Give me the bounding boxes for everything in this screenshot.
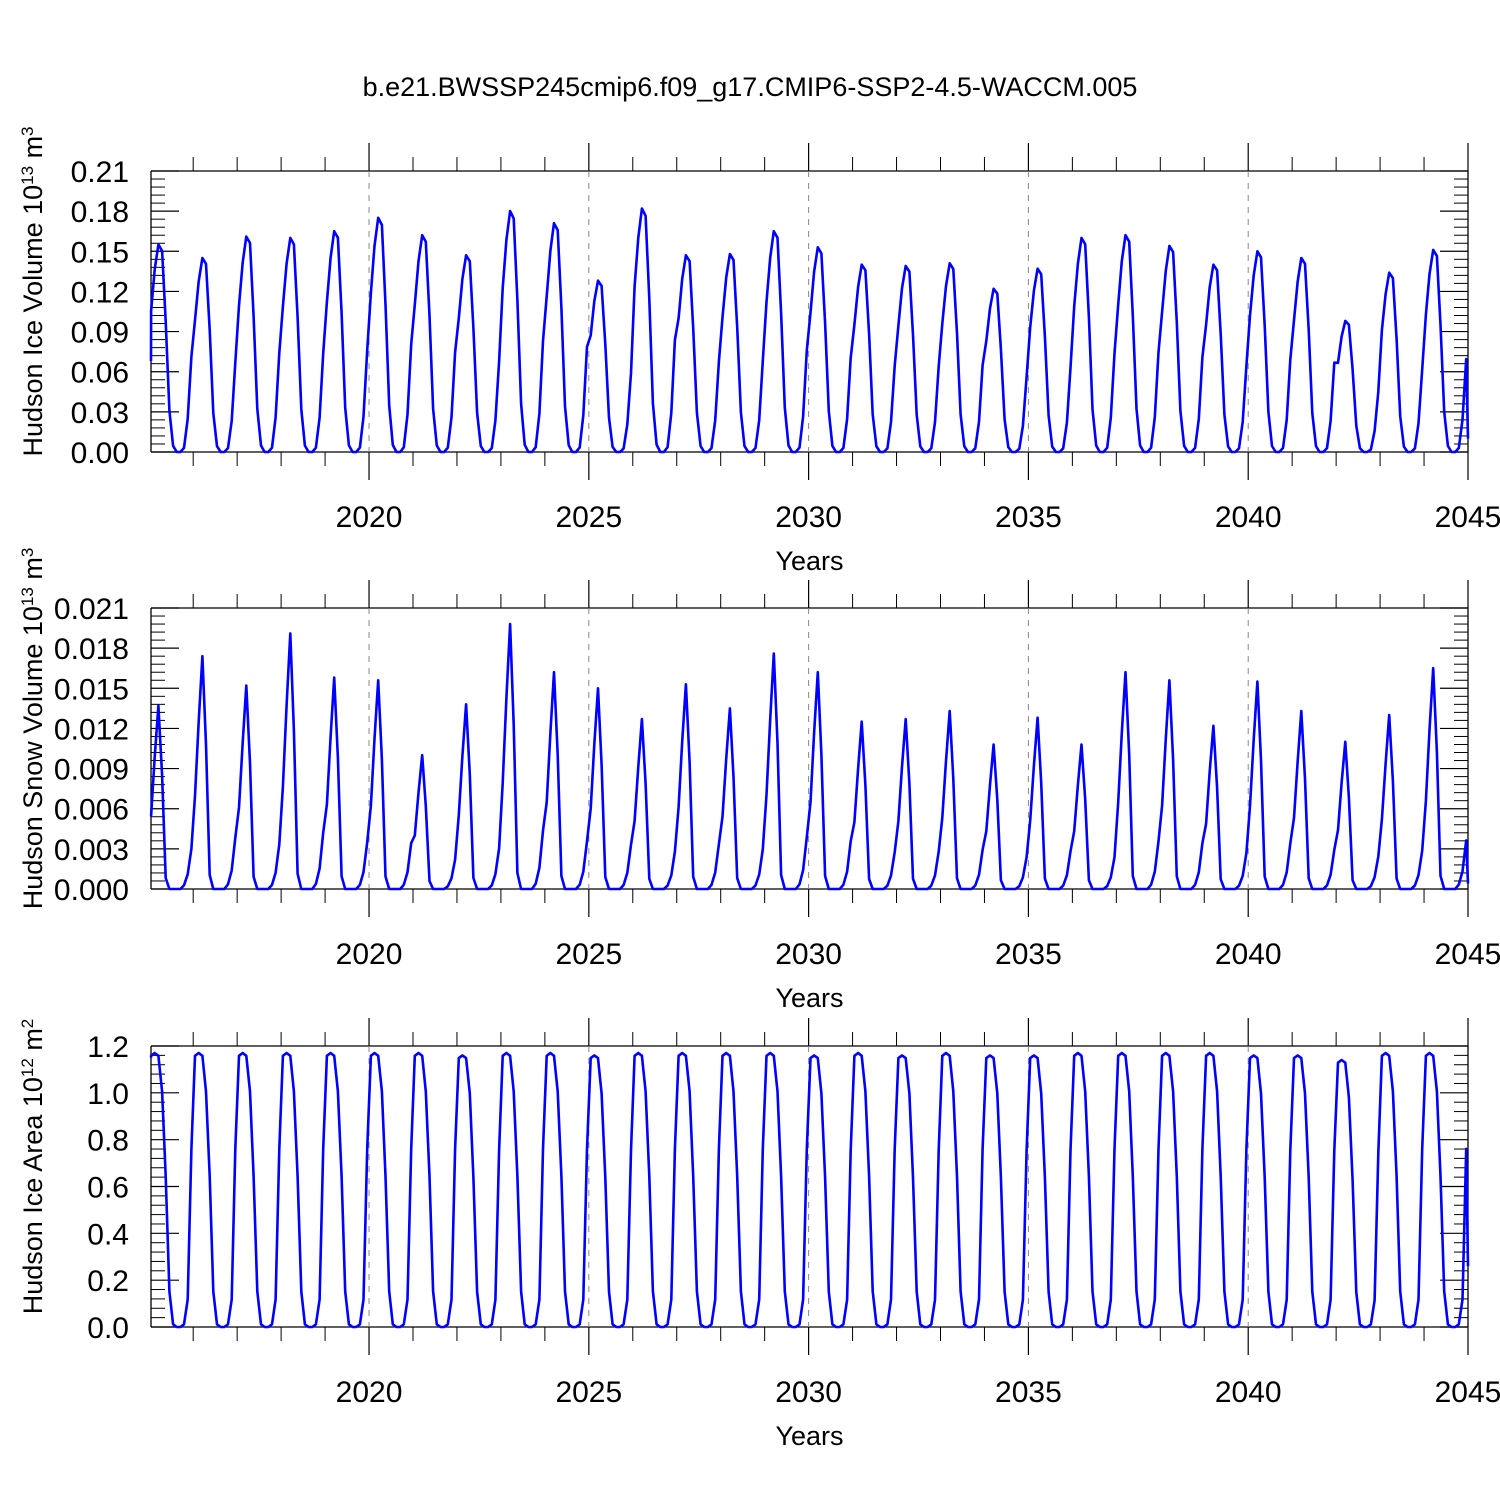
y-axis-label: Hudson Snow Volume 1013 m3 bbox=[18, 548, 49, 910]
y-tick-label: 0.03 bbox=[71, 397, 129, 430]
x-tick-label: 2040 bbox=[1215, 1376, 1282, 1409]
y-tick-label: 1.2 bbox=[87, 1031, 129, 1064]
y-tick-label: 0.012 bbox=[54, 713, 129, 746]
y-tick-label: 0.06 bbox=[71, 357, 129, 390]
panel-3: 0.0 0.2 0.4 0.6 0.8 1.0 1.2 2020 2025 2030 2035 204… bbox=[18, 1018, 1500, 1451]
x-tick-label: 2035 bbox=[995, 938, 1062, 971]
series-line-1 bbox=[149, 207, 1470, 454]
y-tick-label: 0.8 bbox=[87, 1125, 129, 1158]
x-tick-label: 2040 bbox=[1215, 501, 1282, 534]
x-tick-label: 2020 bbox=[336, 938, 403, 971]
y-tick-label: 0.009 bbox=[54, 754, 129, 787]
panel-1: 0.00 0.03 0.06 0.09 0.12 0.15 0.18 0.21 2020 2025… bbox=[18, 126, 1500, 576]
x-tick-label: 2040 bbox=[1215, 938, 1282, 971]
y-tick-label: 0.015 bbox=[54, 673, 129, 706]
series-line-1 bbox=[149, 1051, 1470, 1329]
panels: 0.00 0.03 0.06 0.09 0.12 0.15 0.18 0.21 2020 2025… bbox=[18, 126, 1500, 1451]
y-axis-label: Hudson Ice Area 1012 m2 bbox=[18, 1019, 49, 1315]
y-tick-label: 0.6 bbox=[87, 1172, 129, 1205]
x-tick-label: 2025 bbox=[555, 938, 622, 971]
x-axis-label: Years bbox=[775, 983, 843, 1013]
x-tick-label: 2025 bbox=[555, 1376, 622, 1409]
y-tick-label: 0.021 bbox=[54, 593, 129, 626]
y-tick-label: 0.0 bbox=[87, 1312, 129, 1345]
x-tick-label: 2030 bbox=[775, 501, 842, 534]
y-tick-label: 0.006 bbox=[54, 794, 129, 827]
x-tick-label: 2045 bbox=[1435, 1376, 1500, 1409]
y-tick-label: 0.00 bbox=[71, 437, 129, 470]
y-tick-label: 0.09 bbox=[71, 317, 129, 350]
x-tick-label: 2030 bbox=[775, 1376, 842, 1409]
x-tick-label: 2020 bbox=[336, 1376, 403, 1409]
x-tick-label: 2045 bbox=[1435, 501, 1500, 534]
x-tick-label: 2030 bbox=[775, 938, 842, 971]
y-tick-label: 0.15 bbox=[71, 236, 129, 269]
chart-title: b.e21.BWSSP245cmip6.f09_g17.CMIP6-SSP2-4… bbox=[363, 72, 1138, 102]
y-tick-label: 0.2 bbox=[87, 1265, 129, 1298]
x-tick-label: 2035 bbox=[995, 1376, 1062, 1409]
y-tick-label: 0.4 bbox=[87, 1218, 129, 1251]
x-tick-label: 2020 bbox=[336, 501, 403, 534]
y-tick-label: 0.21 bbox=[71, 156, 129, 189]
y-tick-label: 1.0 bbox=[87, 1078, 129, 1111]
panel-2: 0.000 0.003 0.006 0.009 0.012 0.015 0.018 0.021… bbox=[18, 548, 1500, 1013]
x-tick-label: 2025 bbox=[555, 501, 622, 534]
y-tick-label: 0.18 bbox=[71, 196, 129, 229]
y-tick-label: 0.12 bbox=[71, 276, 129, 309]
x-axis-label: Years bbox=[775, 1421, 843, 1451]
y-tick-label: 0.003 bbox=[54, 834, 129, 867]
y-tick-label: 0.000 bbox=[54, 874, 129, 907]
x-tick-label: 2045 bbox=[1435, 938, 1500, 971]
series-line-1 bbox=[149, 622, 1470, 891]
y-axis-label: Hudson Ice Volume 1013 m3 bbox=[18, 126, 49, 456]
y-tick-label: 0.018 bbox=[54, 633, 129, 666]
x-tick-label: 2035 bbox=[995, 501, 1062, 534]
x-axis-label: Years bbox=[775, 546, 843, 576]
